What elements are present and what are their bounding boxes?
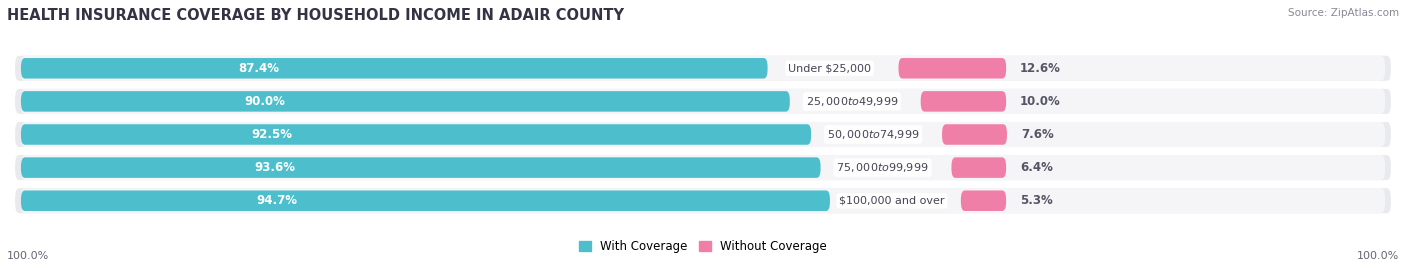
Text: $75,000 to $99,999: $75,000 to $99,999: [837, 161, 929, 174]
Text: Source: ZipAtlas.com: Source: ZipAtlas.com: [1288, 8, 1399, 18]
FancyBboxPatch shape: [21, 155, 1385, 180]
FancyBboxPatch shape: [21, 157, 821, 178]
FancyBboxPatch shape: [21, 190, 830, 211]
Text: $25,000 to $49,999: $25,000 to $49,999: [806, 95, 898, 108]
FancyBboxPatch shape: [14, 187, 1392, 214]
FancyBboxPatch shape: [21, 89, 1385, 114]
FancyBboxPatch shape: [921, 91, 1007, 112]
Text: 90.0%: 90.0%: [245, 95, 285, 108]
FancyBboxPatch shape: [14, 154, 1392, 181]
Text: 92.5%: 92.5%: [252, 128, 292, 141]
Text: 7.6%: 7.6%: [1021, 128, 1053, 141]
FancyBboxPatch shape: [14, 55, 1392, 82]
Text: 6.4%: 6.4%: [1019, 161, 1053, 174]
Text: 87.4%: 87.4%: [238, 62, 278, 75]
Text: 10.0%: 10.0%: [1019, 95, 1060, 108]
Text: 93.6%: 93.6%: [254, 161, 295, 174]
FancyBboxPatch shape: [21, 56, 1385, 81]
Text: 94.7%: 94.7%: [257, 194, 298, 207]
FancyBboxPatch shape: [952, 157, 1007, 178]
FancyBboxPatch shape: [21, 124, 811, 145]
Text: $50,000 to $74,999: $50,000 to $74,999: [827, 128, 920, 141]
FancyBboxPatch shape: [942, 124, 1007, 145]
FancyBboxPatch shape: [960, 190, 1007, 211]
FancyBboxPatch shape: [21, 91, 790, 112]
FancyBboxPatch shape: [14, 88, 1392, 115]
FancyBboxPatch shape: [898, 58, 1007, 79]
Legend: With Coverage, Without Coverage: With Coverage, Without Coverage: [574, 235, 832, 258]
Text: 100.0%: 100.0%: [7, 251, 49, 261]
FancyBboxPatch shape: [21, 58, 768, 79]
Text: 5.3%: 5.3%: [1019, 194, 1053, 207]
FancyBboxPatch shape: [21, 188, 1385, 213]
FancyBboxPatch shape: [21, 122, 1385, 147]
FancyBboxPatch shape: [14, 121, 1392, 148]
Text: 12.6%: 12.6%: [1019, 62, 1060, 75]
Text: Under $25,000: Under $25,000: [789, 63, 872, 73]
Text: HEALTH INSURANCE COVERAGE BY HOUSEHOLD INCOME IN ADAIR COUNTY: HEALTH INSURANCE COVERAGE BY HOUSEHOLD I…: [7, 8, 624, 23]
Text: 100.0%: 100.0%: [1357, 251, 1399, 261]
Text: $100,000 and over: $100,000 and over: [839, 196, 945, 206]
